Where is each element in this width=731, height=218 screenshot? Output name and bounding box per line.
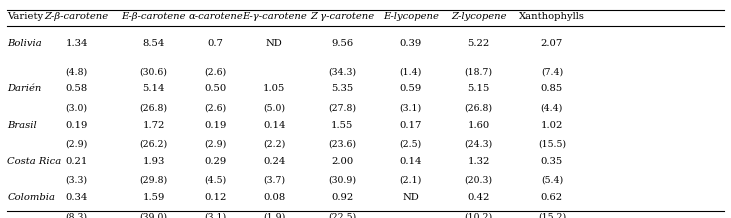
Text: E-lycopene: E-lycopene — [383, 12, 439, 21]
Text: 0.14: 0.14 — [263, 121, 285, 130]
Text: (3.1): (3.1) — [400, 104, 422, 113]
Text: 0.24: 0.24 — [263, 157, 285, 166]
Text: 5.35: 5.35 — [331, 84, 353, 94]
Text: 1.55: 1.55 — [331, 121, 353, 130]
Text: 1.93: 1.93 — [143, 157, 164, 166]
Text: (2.6): (2.6) — [205, 104, 227, 113]
Text: 0.42: 0.42 — [468, 193, 490, 202]
Text: ND: ND — [403, 193, 419, 202]
Text: (20.3): (20.3) — [465, 176, 493, 185]
Text: 0.12: 0.12 — [205, 193, 227, 202]
Text: 0.85: 0.85 — [541, 84, 563, 94]
Text: Costa Rica: Costa Rica — [7, 157, 61, 166]
Text: (4.4): (4.4) — [541, 104, 563, 113]
Text: Darién: Darién — [7, 84, 42, 94]
Text: 1.32: 1.32 — [468, 157, 490, 166]
Text: Variety: Variety — [7, 12, 43, 21]
Text: (27.8): (27.8) — [328, 104, 356, 113]
Text: (18.7): (18.7) — [465, 67, 493, 77]
Text: (22.5): (22.5) — [328, 212, 356, 218]
Text: 0.50: 0.50 — [205, 84, 227, 94]
Text: (26.8): (26.8) — [465, 104, 493, 113]
Text: (1.9): (1.9) — [263, 212, 285, 218]
Text: 0.14: 0.14 — [400, 157, 422, 166]
Text: (23.6): (23.6) — [328, 140, 356, 149]
Text: 0.29: 0.29 — [205, 157, 227, 166]
Text: 0.92: 0.92 — [331, 193, 353, 202]
Text: 1.59: 1.59 — [143, 193, 164, 202]
Text: (24.3): (24.3) — [465, 140, 493, 149]
Text: (4.5): (4.5) — [205, 176, 227, 185]
Text: Z-β-carotene: Z-β-carotene — [45, 12, 109, 21]
Text: ND: ND — [266, 39, 282, 48]
Text: (3.1): (3.1) — [205, 212, 227, 218]
Text: (7.4): (7.4) — [541, 67, 563, 77]
Text: (8.3): (8.3) — [66, 212, 88, 218]
Text: 1.34: 1.34 — [66, 39, 88, 48]
Text: 1.02: 1.02 — [541, 121, 563, 130]
Text: 0.39: 0.39 — [400, 39, 422, 48]
Text: (2.6): (2.6) — [205, 67, 227, 77]
Text: 5.14: 5.14 — [143, 84, 164, 94]
Text: α-carotene: α-carotene — [189, 12, 243, 21]
Text: (3.3): (3.3) — [66, 176, 88, 185]
Text: Z-lycopene: Z-lycopene — [451, 12, 507, 21]
Text: (5.4): (5.4) — [541, 176, 563, 185]
Text: 0.08: 0.08 — [263, 193, 285, 202]
Text: 5.22: 5.22 — [468, 39, 490, 48]
Text: 0.59: 0.59 — [400, 84, 422, 94]
Text: (1.4): (1.4) — [400, 67, 422, 77]
Text: 0.21: 0.21 — [66, 157, 88, 166]
Text: 0.19: 0.19 — [66, 121, 88, 130]
Text: (15.5): (15.5) — [538, 140, 566, 149]
Text: (34.3): (34.3) — [328, 67, 356, 77]
Text: (26.2): (26.2) — [140, 140, 167, 149]
Text: (2.9): (2.9) — [205, 140, 227, 149]
Text: Colombia: Colombia — [7, 193, 56, 202]
Text: 0.35: 0.35 — [541, 157, 563, 166]
Text: Bolivia: Bolivia — [7, 39, 42, 48]
Text: 0.7: 0.7 — [208, 39, 224, 48]
Text: (26.8): (26.8) — [140, 104, 167, 113]
Text: 0.34: 0.34 — [66, 193, 88, 202]
Text: (10.2): (10.2) — [465, 212, 493, 218]
Text: (5.0): (5.0) — [263, 104, 285, 113]
Text: (2.9): (2.9) — [66, 140, 88, 149]
Text: 8.54: 8.54 — [143, 39, 164, 48]
Text: E-γ-carotene: E-γ-carotene — [242, 12, 306, 21]
Text: 9.56: 9.56 — [331, 39, 353, 48]
Text: (2.1): (2.1) — [400, 176, 422, 185]
Text: 5.15: 5.15 — [468, 84, 490, 94]
Text: 2.00: 2.00 — [331, 157, 353, 166]
Text: (29.8): (29.8) — [140, 176, 167, 185]
Text: 2.07: 2.07 — [541, 39, 563, 48]
Text: (3.7): (3.7) — [263, 176, 285, 185]
Text: 1.05: 1.05 — [263, 84, 285, 94]
Text: 0.62: 0.62 — [541, 193, 563, 202]
Text: (4.8): (4.8) — [66, 67, 88, 77]
Text: 1.60: 1.60 — [468, 121, 490, 130]
Text: Xanthophylls: Xanthophylls — [519, 12, 585, 21]
Text: (2.2): (2.2) — [263, 140, 285, 149]
Text: Brasil: Brasil — [7, 121, 37, 130]
Text: 0.58: 0.58 — [66, 84, 88, 94]
Text: 0.17: 0.17 — [400, 121, 422, 130]
Text: (15.2): (15.2) — [538, 212, 566, 218]
Text: (2.5): (2.5) — [400, 140, 422, 149]
Text: (3.0): (3.0) — [66, 104, 88, 113]
Text: Z γ-carotene: Z γ-carotene — [310, 12, 374, 21]
Text: (30.6): (30.6) — [140, 67, 167, 77]
Text: (30.9): (30.9) — [328, 176, 356, 185]
Text: E-β-carotene: E-β-carotene — [121, 12, 186, 21]
Text: 1.72: 1.72 — [143, 121, 164, 130]
Text: 0.19: 0.19 — [205, 121, 227, 130]
Text: (39.0): (39.0) — [140, 212, 167, 218]
